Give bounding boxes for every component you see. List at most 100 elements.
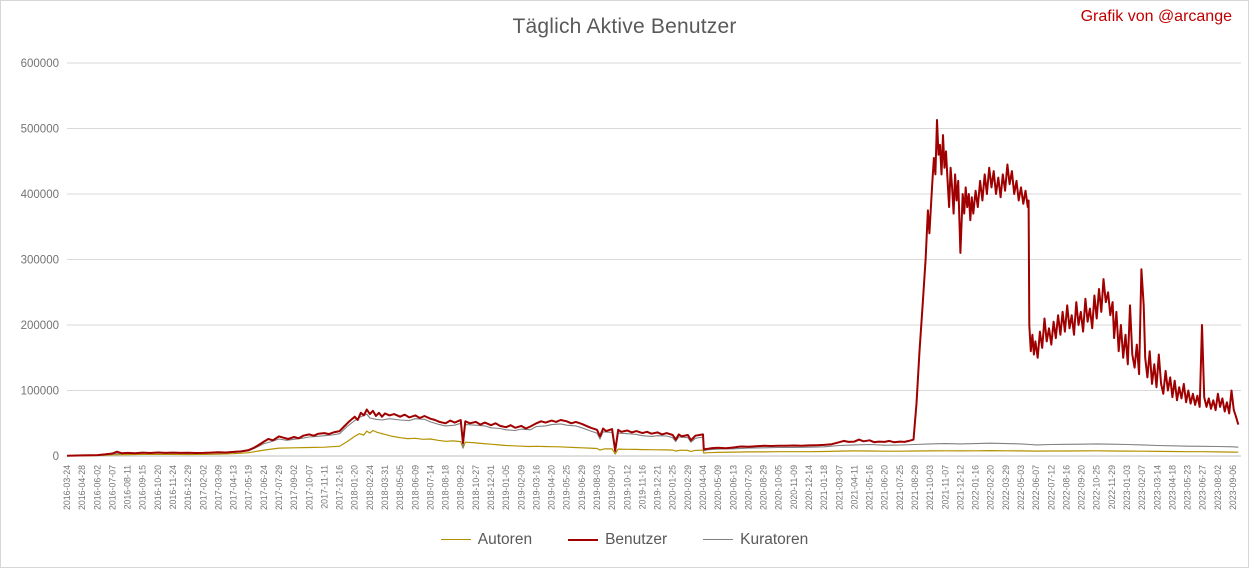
x-tick-label: 2020-10-05 bbox=[774, 465, 784, 510]
x-axis: 2016-03-24 2016-04-28 2016-06-02 2016-07-07… bbox=[62, 465, 1238, 510]
legend-label: Kuratoren bbox=[740, 531, 809, 548]
x-tick-label: 2022-05-03 bbox=[1016, 465, 1026, 510]
x-tick-label: 2017-06-24 bbox=[259, 465, 269, 510]
x-tick-label: 2019-09-07 bbox=[607, 465, 617, 510]
series-line-autoren bbox=[66, 429, 1239, 457]
x-tick-label: 2022-01-16 bbox=[971, 465, 981, 510]
x-tick-label: 2020-12-14 bbox=[804, 465, 814, 510]
legend-item-autoren: Autoren bbox=[440, 531, 533, 548]
x-tick-label: 2023-08-02 bbox=[1213, 465, 1223, 510]
x-tick-label: 2018-06-09 bbox=[410, 465, 420, 510]
x-tick-label: 2018-01-20 bbox=[350, 465, 360, 510]
x-tick-label: 2019-02-09 bbox=[516, 465, 526, 510]
x-tick-label: 2021-12-12 bbox=[955, 465, 965, 510]
x-tick-label: 2019-03-16 bbox=[531, 465, 541, 510]
x-tick-label: 2016-04-28 bbox=[77, 465, 87, 510]
x-tick-label: 2016-06-02 bbox=[92, 465, 102, 510]
legend: Autoren Benutzer Kuratoren bbox=[1, 532, 1248, 548]
x-tick-label: 2020-04-04 bbox=[698, 465, 708, 510]
y-tick-label: 400000 bbox=[21, 189, 59, 201]
x-tick-label: 2022-11-29 bbox=[1107, 465, 1117, 509]
legend-label: Benutzer bbox=[605, 531, 668, 548]
x-tick-label: 2020-05-09 bbox=[713, 465, 723, 510]
x-tick-label: 2018-09-22 bbox=[456, 465, 466, 510]
y-tick-label: 300000 bbox=[21, 255, 59, 267]
x-tick-label: 2017-11-11 bbox=[319, 465, 329, 509]
x-tick-label: 2022-03-29 bbox=[1001, 465, 1011, 510]
x-tick-label: 2018-10-27 bbox=[471, 465, 481, 510]
x-tick-label: 2018-02-24 bbox=[365, 465, 375, 510]
x-tick-label: 2019-06-29 bbox=[577, 465, 587, 510]
y-axis: 0 100000 200000 300000 400000 500000 600000 bbox=[21, 58, 1241, 463]
x-tick-label: 2020-07-20 bbox=[743, 465, 753, 510]
x-tick-label: 2022-10-25 bbox=[1092, 465, 1102, 510]
x-tick-label: 2019-04-20 bbox=[547, 465, 557, 510]
x-tick-label: 2017-07-29 bbox=[274, 465, 284, 510]
x-tick-label: 2017-03-09 bbox=[213, 465, 223, 510]
x-tick-label: 2021-08-29 bbox=[910, 465, 920, 510]
legend-swatch-kuratoren bbox=[703, 539, 734, 541]
x-tick-label: 2023-04-18 bbox=[1167, 465, 1177, 510]
x-tick-label: 2019-11-16 bbox=[637, 465, 647, 509]
x-tick-label: 2019-10-12 bbox=[622, 465, 632, 510]
x-tick-label: 2021-01-18 bbox=[819, 465, 829, 510]
x-tick-label: 2023-09-06 bbox=[1228, 465, 1238, 510]
x-tick-label: 2018-12-01 bbox=[486, 465, 496, 510]
x-tick-label: 2016-07-07 bbox=[107, 465, 117, 510]
x-tick-label: 2021-04-11 bbox=[849, 465, 859, 509]
x-tick-label: 2018-07-14 bbox=[425, 465, 435, 510]
x-tick-label: 2017-04-13 bbox=[229, 465, 239, 510]
x-tick-label: 2023-02-07 bbox=[1137, 465, 1147, 510]
x-tick-label: 2016-08-11 bbox=[123, 465, 133, 509]
legend-swatch-autoren bbox=[440, 539, 471, 541]
x-tick-label: 2023-05-23 bbox=[1183, 465, 1193, 510]
x-tick-label: 2016-10-20 bbox=[153, 465, 163, 510]
x-tick-label: 2016-09-15 bbox=[138, 465, 148, 510]
y-tick-label: 500000 bbox=[21, 124, 59, 136]
legend-label: Autoren bbox=[477, 531, 533, 548]
legend-item-benutzer: Benutzer bbox=[568, 532, 667, 548]
x-tick-label: 2023-03-14 bbox=[1152, 465, 1162, 510]
chart-credit: Grafik von @arcange bbox=[1080, 8, 1232, 25]
x-tick-label: 2022-08-16 bbox=[1061, 465, 1071, 510]
x-tick-label: 2016-12-29 bbox=[183, 465, 193, 510]
y-tick-label: 200000 bbox=[21, 320, 59, 332]
x-tick-label: 2017-10-07 bbox=[304, 465, 314, 510]
legend-item-kuratoren: Kuratoren bbox=[703, 532, 808, 548]
x-tick-label: 2016-03-24 bbox=[62, 465, 72, 510]
x-tick-label: 2023-01-03 bbox=[1122, 465, 1132, 510]
legend-swatch-benutzer bbox=[568, 538, 599, 541]
x-tick-label: 2022-07-12 bbox=[1046, 465, 1056, 510]
x-tick-label: 2021-10-03 bbox=[925, 465, 935, 510]
y-tick-label: 0 bbox=[53, 451, 59, 463]
x-tick-label: 2020-02-29 bbox=[683, 465, 693, 510]
x-tick-label: 2021-07-25 bbox=[895, 465, 905, 510]
y-tick-label: 100000 bbox=[21, 386, 59, 398]
x-tick-label: 2018-03-31 bbox=[380, 465, 390, 510]
x-tick-label: 2016-11-24 bbox=[168, 465, 178, 509]
x-tick-label: 2020-11-09 bbox=[789, 465, 799, 509]
x-tick-label: 2022-06-07 bbox=[1031, 465, 1041, 510]
x-tick-label: 2021-06-20 bbox=[880, 465, 890, 510]
x-tick-label: 2019-05-25 bbox=[562, 465, 572, 510]
x-tick-label: 2020-08-29 bbox=[759, 465, 769, 510]
x-tick-label: 2022-09-20 bbox=[1077, 465, 1087, 510]
chart-title: Täglich Aktive Benutzer bbox=[512, 15, 737, 38]
series-line-benutzer bbox=[66, 119, 1240, 457]
x-tick-label: 2020-06-13 bbox=[728, 465, 738, 510]
x-tick-label: 2019-01-05 bbox=[501, 465, 511, 510]
x-tick-label: 2017-02-02 bbox=[198, 465, 208, 510]
x-tick-label: 2021-05-16 bbox=[865, 465, 875, 510]
series-line-kuratoren bbox=[66, 413, 1239, 457]
x-tick-label: 2023-06-27 bbox=[1198, 465, 1208, 510]
x-tick-label: 2022-02-20 bbox=[986, 465, 996, 510]
x-tick-label: 2019-08-03 bbox=[592, 465, 602, 510]
x-tick-label: 2017-05-19 bbox=[244, 465, 254, 510]
x-tick-label: 2019-12-21 bbox=[653, 465, 663, 510]
x-tick-label: 2021-03-07 bbox=[834, 465, 844, 510]
x-tick-label: 2020-01-25 bbox=[668, 465, 678, 510]
x-tick-label: 2017-09-02 bbox=[289, 465, 299, 510]
x-tick-label: 2018-08-18 bbox=[441, 465, 451, 510]
